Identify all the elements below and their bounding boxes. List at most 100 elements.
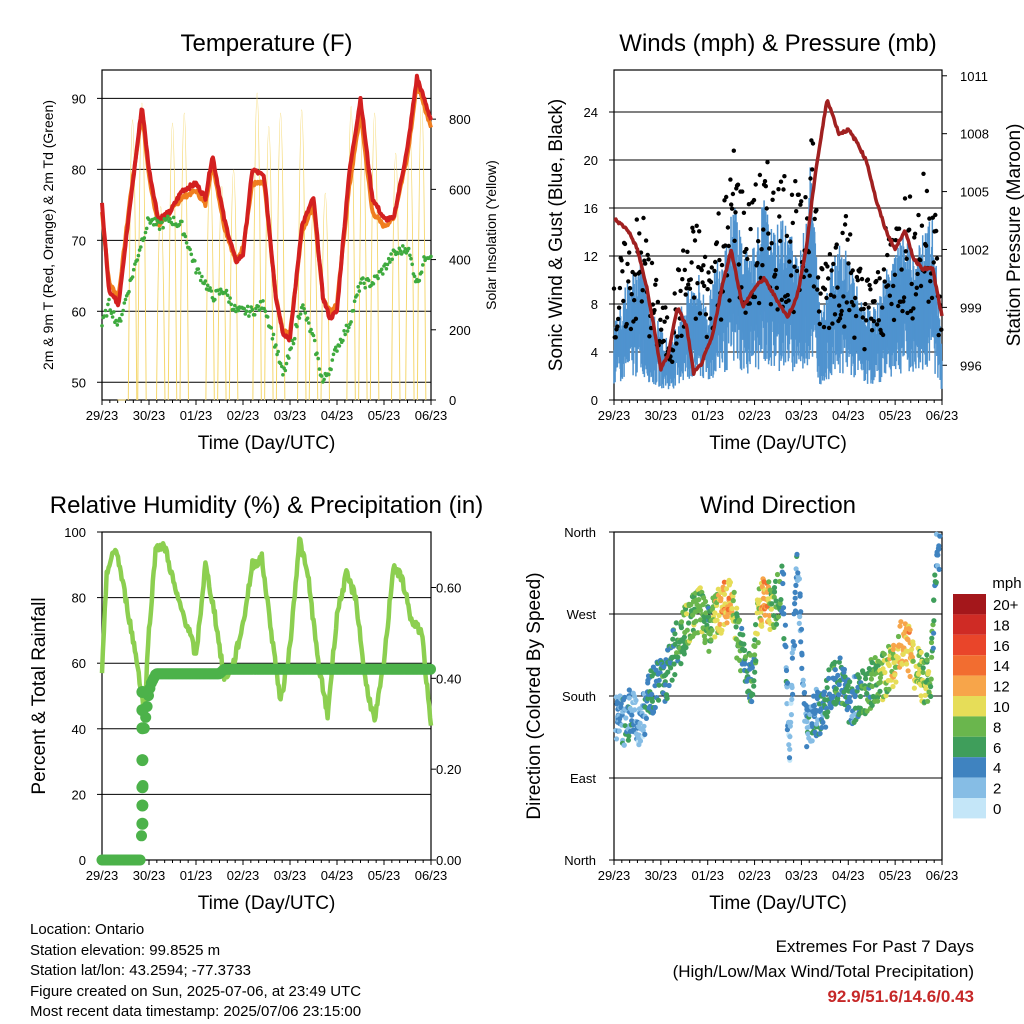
precip-point [136, 754, 149, 767]
direction-point [881, 651, 887, 657]
dewpoint-point [244, 309, 249, 314]
gust-point [900, 308, 905, 314]
gust-point [810, 141, 816, 146]
gust-point [670, 359, 675, 364]
direction-point [649, 698, 656, 704]
direction-point [907, 673, 913, 680]
dewpoint-point [203, 279, 208, 283]
direction-point [925, 671, 931, 677]
direction-point [652, 683, 658, 689]
gust-point [654, 277, 659, 283]
dewpoint-point [121, 308, 125, 313]
dewpoint-point [104, 314, 109, 318]
x-tick-label: 03/23 [785, 408, 818, 423]
gust-point [811, 284, 817, 289]
gust-point [624, 321, 629, 327]
gust-point [729, 206, 735, 211]
gust-point [778, 238, 783, 244]
direction-point [909, 646, 915, 652]
dewpoint-point [139, 245, 143, 249]
gust-point [838, 312, 844, 317]
direction-point [778, 597, 784, 603]
gust-point [670, 348, 676, 353]
gust-point [798, 202, 803, 207]
x-tick-label: 29/23 [598, 868, 631, 883]
direction-point [721, 591, 728, 597]
gust-point [649, 260, 655, 266]
gust-point [860, 315, 865, 320]
gust-point [778, 179, 784, 184]
dewpoint-point [103, 308, 108, 313]
dewpoint-point [160, 220, 164, 225]
gust-point [708, 316, 713, 321]
gust-point [643, 261, 648, 266]
gust-point [659, 327, 664, 332]
gust-point [774, 285, 779, 290]
gust-point [653, 282, 658, 287]
y-tick-label: East [570, 771, 596, 786]
direction-point [922, 692, 928, 698]
y-tick-label: 0 [591, 393, 598, 408]
y-tick-label: 20 [72, 787, 86, 802]
gust-point [822, 287, 828, 292]
dewpoint-point [184, 241, 189, 245]
direction-point [792, 595, 798, 601]
direction-point [794, 551, 800, 558]
gust-point [796, 192, 801, 197]
direction-point [910, 658, 916, 664]
direction-point [642, 731, 648, 738]
gust-point [646, 257, 651, 262]
dewpoint-point [189, 252, 194, 257]
gust-point [828, 292, 833, 298]
direction-point [928, 693, 934, 700]
station-location: Location: Ontario [30, 921, 145, 938]
x-tick-label: 02/23 [227, 408, 260, 423]
gust-point [745, 256, 750, 262]
gust-point [853, 295, 858, 301]
dewpoint-point [236, 308, 241, 313]
dewpoint-point [337, 344, 342, 348]
gust-point [708, 279, 714, 285]
direction-point [672, 641, 678, 647]
dewpoint-point [322, 377, 326, 382]
direction-point [736, 617, 743, 623]
dewpoint-point [385, 262, 390, 267]
x-tick-label: 04/23 [832, 868, 865, 883]
direction-point [773, 578, 779, 585]
direction-point [796, 620, 802, 627]
gust-point [613, 335, 618, 340]
dewpoint-point [298, 312, 303, 316]
dewpoint-point [229, 302, 233, 307]
direction-point [890, 646, 896, 653]
dewpoint-point [412, 274, 417, 279]
legend-swatch [953, 614, 986, 635]
gust-point [729, 202, 734, 207]
direction-point [877, 688, 883, 694]
direction-point [826, 675, 832, 682]
direction-point [771, 589, 778, 595]
wind-series [613, 167, 943, 390]
direction-point [780, 580, 786, 587]
gust-point [804, 268, 809, 273]
direction-point [795, 570, 801, 576]
dewpoint-point [193, 259, 197, 263]
gust-point [621, 298, 626, 304]
direction-point [810, 723, 816, 730]
direction-point [706, 648, 712, 654]
gust-point [675, 334, 680, 339]
y-tick-label: 16 [584, 201, 598, 216]
gust-point [893, 238, 898, 243]
gust-point [685, 249, 690, 254]
direction-point [866, 666, 872, 672]
x-tick-label: 04/23 [321, 408, 354, 423]
gust-point [835, 285, 840, 290]
direction-point [797, 593, 803, 599]
y-tick-label: South [562, 689, 596, 704]
gust-point [829, 268, 834, 273]
gust-point [705, 287, 710, 292]
gust-point [874, 322, 880, 327]
dewpoint-point [143, 230, 148, 235]
direction-point [717, 621, 723, 627]
y-right-tick-label: 600 [449, 182, 471, 197]
gust-point [799, 199, 804, 204]
